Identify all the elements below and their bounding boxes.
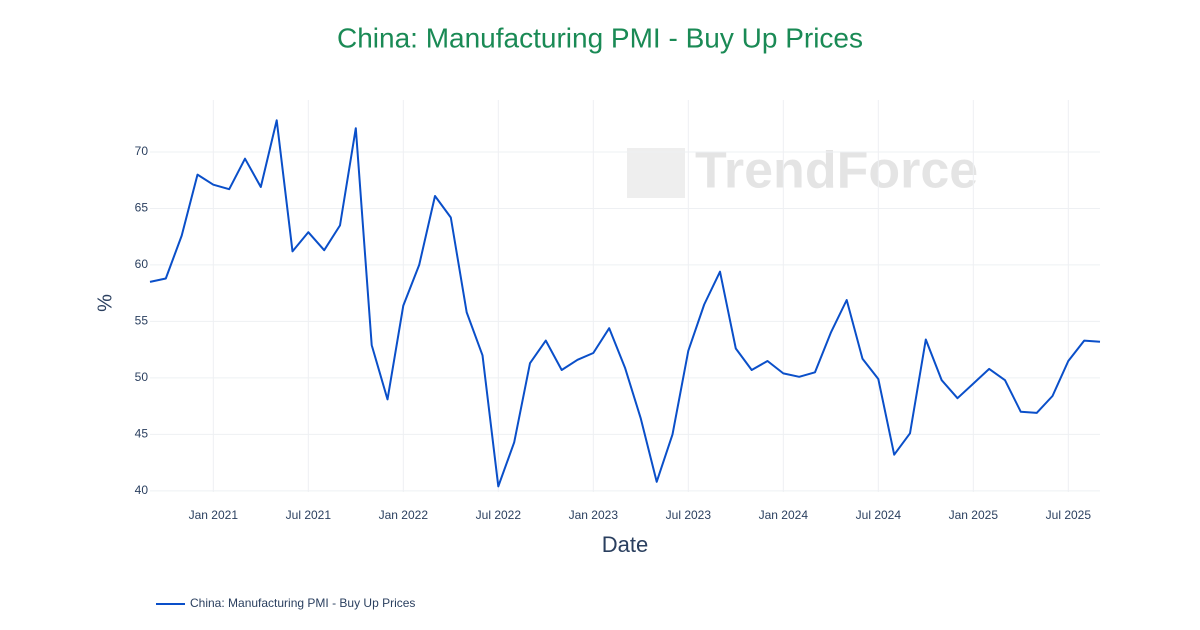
x-tick-label: Jul 2022 bbox=[476, 508, 522, 522]
x-tick-label: Jan 2021 bbox=[189, 508, 239, 522]
y-axis-title: % bbox=[94, 294, 116, 312]
legend-label: China: Manufacturing PMI - Buy Up Prices bbox=[190, 596, 415, 610]
x-tick-label: Jan 2024 bbox=[759, 508, 809, 522]
y-tick-label: 65 bbox=[135, 201, 149, 215]
x-tick-label: Jul 2023 bbox=[666, 508, 712, 522]
x-axis-title: Date bbox=[602, 532, 648, 557]
x-tick-label: Jul 2021 bbox=[286, 508, 332, 522]
chart-title: China: Manufacturing PMI - Buy Up Prices bbox=[337, 22, 863, 53]
y-tick-label: 60 bbox=[135, 257, 149, 271]
y-tick-label: 50 bbox=[135, 370, 149, 384]
x-tick-label: Jan 2025 bbox=[949, 508, 999, 522]
watermark-logo bbox=[627, 148, 685, 198]
x-tick-label: Jan 2023 bbox=[569, 508, 619, 522]
y-tick-label: 55 bbox=[135, 314, 149, 328]
logo-box bbox=[627, 148, 685, 198]
x-tick-label: Jul 2025 bbox=[1046, 508, 1092, 522]
data-line bbox=[149, 119, 1101, 488]
watermark: TrendForce bbox=[695, 142, 978, 200]
x-tick-label: Jul 2024 bbox=[856, 508, 902, 522]
y-tick-label: 70 bbox=[135, 144, 149, 158]
y-tick-label: 40 bbox=[135, 483, 149, 497]
x-tick-label: Jan 2022 bbox=[379, 508, 429, 522]
y-tick-label: 45 bbox=[135, 427, 149, 441]
